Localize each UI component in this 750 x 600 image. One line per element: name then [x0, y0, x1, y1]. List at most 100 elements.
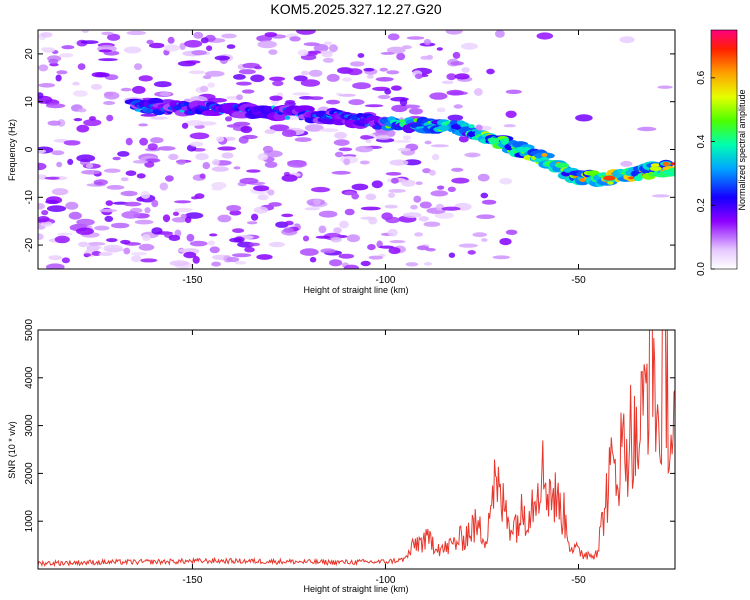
noise-blob — [107, 33, 121, 41]
noise-blob — [195, 153, 209, 161]
noise-blob — [169, 260, 190, 267]
noise-blob — [357, 53, 365, 58]
noise-blob — [461, 67, 470, 73]
noise-blob — [303, 42, 320, 47]
noise-blob — [287, 161, 307, 168]
noise-blob — [104, 91, 120, 100]
noise-blob — [65, 201, 79, 210]
colorbar: 0.0 0.2 0.4 0.6 Normalized spectral amplitu… — [696, 29, 747, 276]
noise-blob — [165, 175, 174, 182]
noise-blob — [410, 204, 418, 210]
noise-blob — [637, 126, 657, 132]
noise-blob — [396, 52, 406, 61]
noise-blob — [492, 255, 511, 260]
noise-blob — [244, 246, 255, 253]
noise-blob — [211, 182, 227, 189]
noise-blob — [446, 89, 464, 96]
noise-blob — [503, 124, 516, 128]
noise-blob — [401, 179, 416, 187]
noise-blob — [190, 141, 204, 147]
noise-blob — [120, 87, 132, 92]
snr-x-label: Height of straight line (km) — [303, 584, 408, 594]
noise-blob — [131, 251, 148, 256]
noise-blob — [355, 145, 374, 153]
noise-blob — [386, 46, 406, 54]
noise-blob — [234, 261, 247, 265]
noise-blob — [360, 216, 376, 220]
noise-blob — [315, 235, 331, 239]
noise-blob — [111, 222, 130, 229]
noise-blob — [55, 74, 62, 82]
noise-blob — [363, 67, 375, 72]
noise-blob — [184, 60, 201, 64]
noise-blob — [68, 211, 82, 220]
noise-blob — [256, 35, 272, 42]
noise-blob — [415, 181, 423, 185]
noise-blob — [76, 124, 90, 133]
colorbar-tick-label: 0.2 — [696, 198, 707, 212]
noise-blob — [423, 262, 433, 266]
noise-blob — [429, 169, 436, 176]
noise-blob — [349, 61, 365, 67]
spectrogram-y-label: Frequency (Hz) — [7, 119, 17, 181]
ridge-blob — [668, 167, 675, 173]
noise-blob — [385, 172, 402, 176]
noise-blob — [221, 152, 234, 159]
noise-blob — [106, 114, 114, 122]
y-tick-label: 4000 — [24, 366, 35, 389]
noise-blob — [304, 124, 324, 132]
noise-blob — [139, 258, 158, 263]
noise-blob — [140, 190, 151, 199]
snr-y-label: SNR (10 * v/v) — [7, 421, 17, 479]
noise-blob — [61, 45, 75, 50]
noise-blob — [89, 116, 96, 121]
noise-blob — [140, 113, 158, 117]
ridge-blob — [273, 112, 288, 121]
noise-blob — [211, 261, 222, 267]
noise-blob — [371, 180, 383, 189]
noise-blob — [225, 116, 233, 122]
noise-blob — [181, 122, 189, 129]
noise-blob — [40, 32, 53, 38]
x-tick-label: -150 — [182, 275, 202, 286]
noise-blob — [447, 186, 456, 192]
noise-blob — [348, 99, 365, 106]
noise-blob — [360, 206, 381, 211]
noise-blob — [48, 255, 62, 261]
noise-blob — [41, 47, 48, 51]
noise-blob — [159, 91, 172, 97]
noise-blob — [367, 74, 374, 79]
noise-blob — [359, 160, 370, 165]
noise-blob — [188, 70, 206, 75]
ridge-blob — [284, 115, 291, 120]
y-tick-label: 20 — [24, 48, 35, 60]
ridge-blob — [541, 153, 548, 157]
noise-blob — [246, 169, 261, 173]
noise-blob — [368, 255, 384, 260]
noise-blob — [431, 153, 440, 161]
noise-blob — [226, 44, 236, 49]
noise-blob — [123, 201, 142, 207]
noise-blob — [446, 73, 457, 81]
noise-blob — [309, 256, 317, 263]
noise-blob — [269, 76, 286, 82]
noise-blob — [94, 225, 110, 231]
noise-blob — [106, 238, 118, 243]
noise-blob — [98, 58, 118, 62]
y-tick-label: 5000 — [24, 318, 35, 341]
noise-blob — [41, 210, 49, 216]
noise-blob — [144, 207, 151, 214]
noise-blob — [236, 81, 252, 86]
hot-spot — [603, 175, 616, 181]
ridge-blob — [374, 125, 381, 130]
noise-blob — [380, 51, 395, 55]
noise-blob — [309, 96, 324, 100]
y-tick-label: -10 — [24, 190, 35, 205]
noise-blob — [87, 245, 102, 250]
noise-blob — [423, 38, 431, 46]
noise-blob — [477, 173, 490, 182]
noise-blob — [313, 198, 321, 206]
noise-blob — [103, 101, 116, 105]
noise-blob — [257, 40, 278, 49]
noise-blob — [51, 188, 69, 196]
